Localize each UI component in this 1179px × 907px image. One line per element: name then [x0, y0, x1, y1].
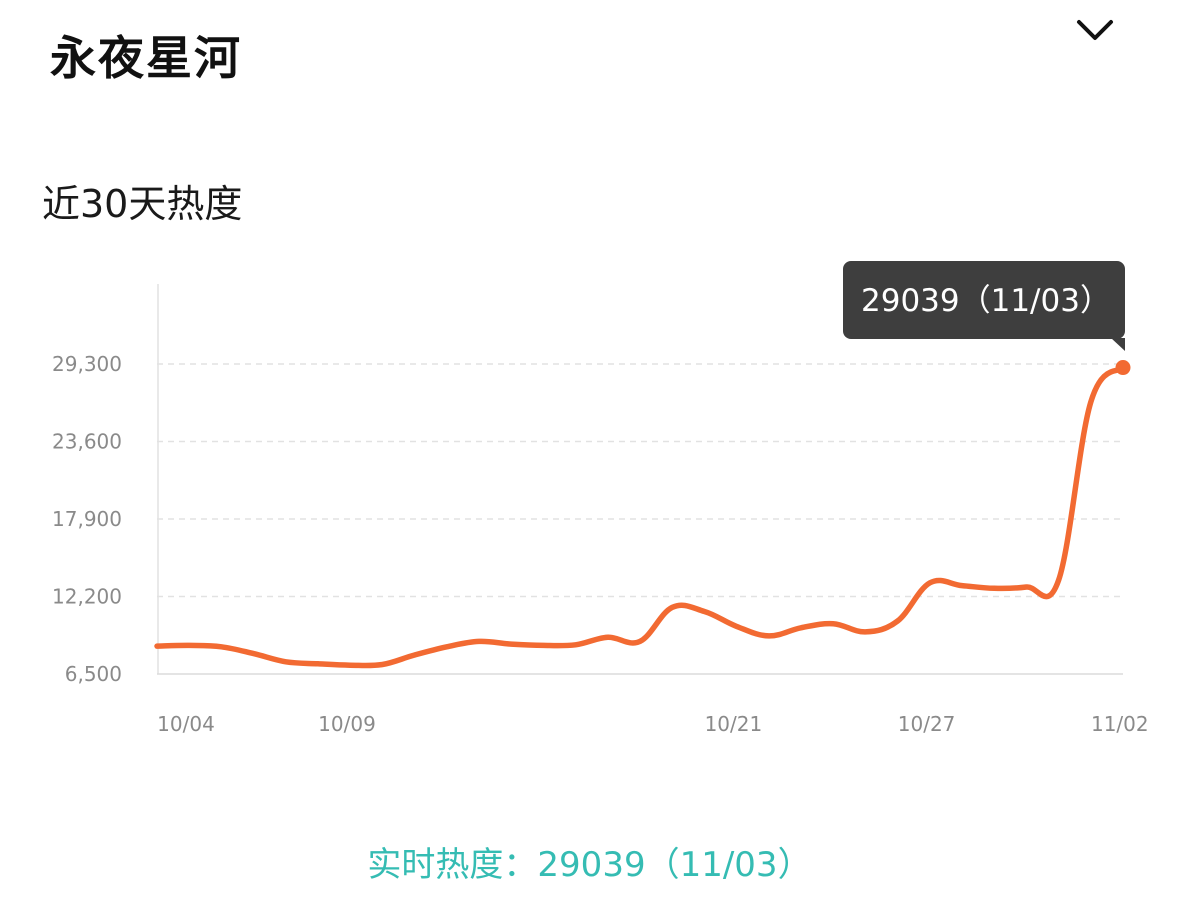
tooltip-box	[843, 261, 1125, 339]
last-data-point	[1115, 360, 1131, 376]
x-tick-label: 10/04	[157, 712, 215, 736]
realtime-heat-value: 29039（11/03）	[537, 845, 812, 885]
page-title: 永夜星河	[50, 31, 242, 85]
y-tick-label: 29,300	[52, 352, 122, 376]
chart-subtitle: 近30天热度	[42, 182, 243, 226]
y-tick-label: 6,500	[65, 662, 122, 686]
chevron-down-icon	[1077, 20, 1113, 40]
x-tick-label: 10/21	[705, 712, 763, 736]
tooltip-text: 29039（11/03）	[861, 283, 1111, 319]
y-tick-label: 23,600	[52, 430, 122, 454]
tooltip-pointer	[1111, 338, 1125, 351]
x-tick-label: 10/27	[898, 712, 956, 736]
y-tick-label: 17,900	[52, 507, 122, 531]
realtime-heat-label: 实时热度：	[367, 845, 538, 885]
series-line	[154, 364, 1126, 669]
realtime-heat: 实时热度：29039（11/03）	[0, 843, 1179, 893]
x-tick-label: 11/02	[1091, 712, 1149, 736]
x-tick-label: 10/09	[318, 712, 376, 736]
y-tick-label: 12,200	[52, 585, 122, 609]
collapse-button[interactable]	[1070, 10, 1120, 50]
